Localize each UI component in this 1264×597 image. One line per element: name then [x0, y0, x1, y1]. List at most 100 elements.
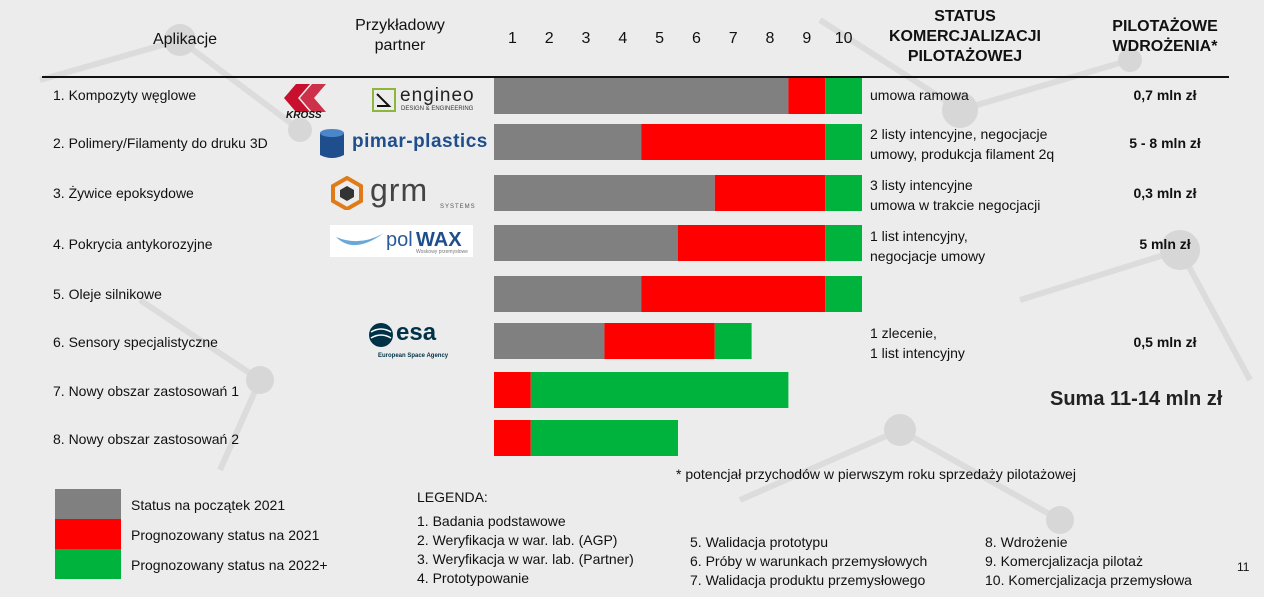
- application-name: 3. Żywice epoksydowe: [53, 185, 194, 201]
- legend-item: 8. Wdrożenie: [985, 534, 1068, 550]
- status-text: umowa ramowa: [870, 85, 969, 105]
- kross-logo: KROSS: [284, 84, 326, 120]
- swatch-label: Prognozowany status na 2021: [131, 527, 320, 543]
- swatch-red: [55, 519, 121, 549]
- trl-tick-label: 2: [544, 30, 554, 47]
- esa-logo-text: esa: [396, 319, 437, 346]
- application-name: 2. Polimery/Filamenty do druku 3D: [53, 135, 268, 151]
- pimar-plastics-logo: pimar-plastics: [318, 126, 496, 162]
- application-name: 1. Kompozyty węglowe: [53, 87, 197, 103]
- legend-item: 5. Walidacja prototypu: [690, 534, 828, 550]
- bar-segment-gray: [494, 323, 605, 359]
- esa-logo: esa European Space Agency: [366, 319, 456, 364]
- bar-segment-gray: [494, 78, 789, 114]
- header-pilot-line1: PILOTAŻOWE: [1112, 18, 1218, 35]
- grm-systems-logo: grm SYSTEMS: [330, 172, 482, 212]
- bar-segment-red: [678, 225, 826, 261]
- status-line: umowa w trakcie negocjacji: [870, 197, 1041, 213]
- status-text: 1 zlecenie, 1 list intencyjny: [870, 323, 965, 363]
- trl-tick-label: 5: [655, 30, 665, 47]
- application-name: 4. Pokrycia antykorozyjne: [53, 236, 213, 252]
- swatch-label: Status na początek 2021: [131, 497, 286, 513]
- pimar-barrel-icon: [320, 129, 344, 158]
- esa-globe-icon: [369, 323, 393, 347]
- page-number: 11: [1237, 560, 1250, 574]
- legend-item: 10. Komercjalizacja przemysłowa: [985, 572, 1192, 588]
- pimar-logo-text: pimar-plastics: [352, 131, 488, 152]
- legend-item: 7. Walidacja produktu przemysłowego: [690, 572, 926, 588]
- application-name: 5. Oleje silnikowe: [53, 286, 162, 302]
- trl-tick-label: 8: [765, 30, 775, 47]
- pilot-value: 5 mln zł: [1139, 236, 1191, 252]
- status-text: 1 list intencyjny, negocjacje umowy: [870, 226, 985, 266]
- bar-segment-red: [641, 124, 826, 160]
- status-line: umowy, produkcja filament 2q: [870, 146, 1055, 162]
- engineo-logo: engineo DESIGN & ENGINEERING: [370, 84, 485, 116]
- trl-tick-label: 10: [834, 30, 853, 47]
- engineo-logo-subtext: DESIGN & ENGINEERING: [401, 106, 474, 112]
- status-line: 1 list intencyjny: [870, 345, 965, 361]
- status-line: negocjacje umowy: [870, 248, 986, 264]
- swatch-gray: [55, 489, 121, 519]
- polwax-wing-icon: [336, 233, 384, 246]
- header-pilot-line2: WDROŻENIA*: [1112, 38, 1218, 55]
- bar-segment-red: [604, 323, 715, 359]
- kross-logo-text: KROSS: [286, 110, 322, 120]
- bar-segment-green: [825, 78, 862, 114]
- legend-title: LEGENDA:: [417, 489, 488, 505]
- status-text: 3 listy intencyjne umowa w trakcie negoc…: [870, 175, 1040, 215]
- polwax-logo-text-a: pol: [386, 229, 413, 251]
- polwax-logo-text-b: WAX: [416, 229, 462, 251]
- header-status-line3: PILOTAŻOWEJ: [907, 48, 1023, 65]
- status-line: 1 list intencyjny,: [870, 228, 968, 244]
- grm-hex-icon: [331, 176, 363, 210]
- bar-segment-green: [825, 175, 862, 211]
- application-name: 7. Nowy obszar zastosowań 1: [53, 383, 239, 399]
- legend-item: 4. Prototypowanie: [417, 570, 530, 586]
- bar-segment-green: [714, 323, 752, 359]
- bar-segment-red: [494, 420, 531, 456]
- header-status: STATUS KOMERCJALIZACJI PILOTAŻOWEJ: [880, 7, 1050, 67]
- trl-tick-label: 1: [507, 30, 517, 47]
- bar-segment-red: [494, 372, 531, 408]
- header-status-line2: KOMERCJALIZACJI: [888, 28, 1041, 45]
- trl-tick-label: 6: [691, 30, 701, 47]
- bar-segment-red: [641, 276, 826, 312]
- status-line: 1 zlecenie,: [870, 325, 937, 341]
- trl-tick-label: 4: [618, 30, 628, 47]
- esa-logo-subtext: European Space Agency: [378, 353, 449, 359]
- legend-item: 9. Komercjalizacja pilotaż: [985, 553, 1143, 569]
- pilot-value: 0,5 mln zł: [1133, 334, 1197, 350]
- bar-segment-gray: [494, 225, 678, 261]
- bar-segment-green: [825, 276, 862, 312]
- header-divider: [42, 76, 1229, 78]
- pilot-value: 5 - 8 mln zł: [1129, 135, 1201, 151]
- swatch-green: [55, 549, 121, 579]
- status-line: 2 listy intencyjne, negocjacje: [870, 126, 1048, 142]
- application-name: 8. Nowy obszar zastosowań 2: [53, 431, 239, 447]
- legend-item: 3. Weryfikacja w war. lab. (Partner): [417, 551, 634, 567]
- trl-tick-label: 7: [728, 30, 738, 47]
- application-name: 6. Sensory specjalistyczne: [53, 334, 218, 350]
- header-partner-line1: Przykładowy: [355, 17, 445, 34]
- trl-tick-label: 9: [802, 30, 812, 47]
- grm-logo-subtext: SYSTEMS: [440, 204, 476, 210]
- header-applications: Aplikacje: [152, 31, 218, 48]
- bar-segment-green: [530, 372, 789, 408]
- engineo-logo-text: engineo: [400, 85, 475, 106]
- legend-item: 6. Próby w warunkach przemysłowych: [690, 553, 928, 569]
- bar-segment-gray: [494, 276, 642, 312]
- bar-segment-red: [714, 175, 826, 211]
- pilot-value: 0,7 mln zł: [1133, 87, 1197, 103]
- polwax-logo: pol WAX Woskowy przemysłowe: [330, 225, 473, 257]
- polwax-logo-subtext: Woskowy przemysłowe: [416, 249, 468, 255]
- status-text: 2 listy intencyjne, negocjacje umowy, pr…: [870, 124, 1054, 164]
- swatch-label: Prognozowany status na 2022+: [131, 557, 328, 573]
- sum-total: Suma 11-14 mln zł: [1050, 388, 1223, 410]
- pilot-value: 0,3 mln zł: [1133, 185, 1197, 201]
- status-line: umowa ramowa: [870, 87, 969, 103]
- legend-item: 2. Weryfikacja w war. lab. (AGP): [417, 532, 618, 548]
- bar-segment-green: [825, 124, 862, 160]
